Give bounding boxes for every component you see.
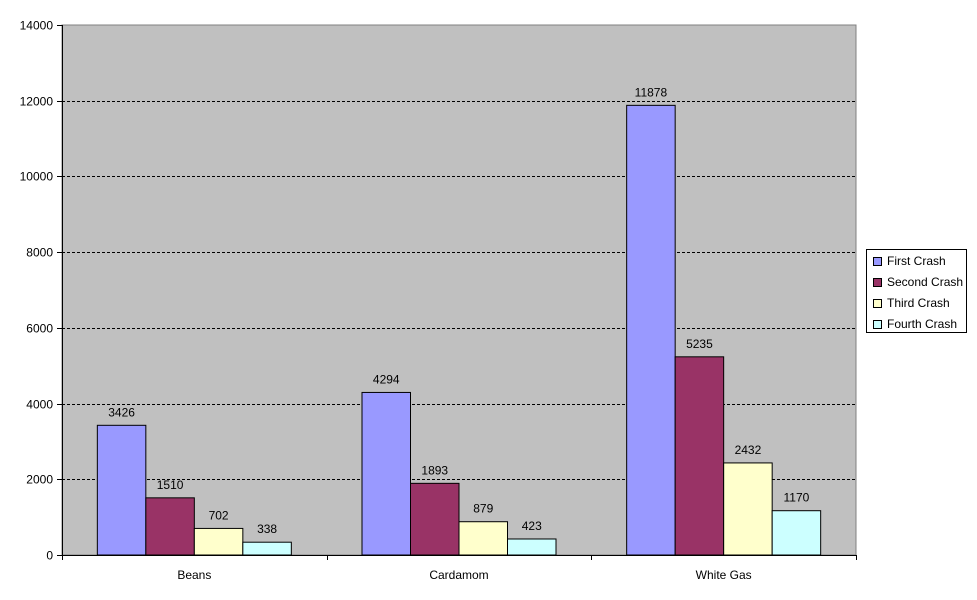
data-labels: 3426 1510 702 338 4294 1893 879 423 11878 5235 243… xyxy=(108,85,809,536)
legend-swatch xyxy=(873,319,882,329)
x-tick-label: White Gas xyxy=(696,568,752,582)
x-tick-label: Beans xyxy=(177,568,211,582)
y-tick-label: 14000 xyxy=(20,19,54,33)
bar xyxy=(507,538,557,556)
bar xyxy=(193,527,244,556)
bar xyxy=(771,510,822,556)
bar xyxy=(410,482,460,556)
x-axis: Beans Cardamom White Gas xyxy=(62,555,857,582)
data-label: 423 xyxy=(522,519,542,533)
data-label: 5235 xyxy=(686,337,713,351)
legend-label: First Crash xyxy=(887,254,946,268)
y-tick-label: 0 xyxy=(46,549,53,563)
legend-swatch xyxy=(873,298,882,308)
legend-label: Fourth Crash xyxy=(887,317,958,331)
data-label: 1170 xyxy=(784,491,810,505)
data-label: 3426 xyxy=(108,405,135,419)
y-tick-label: 10000 xyxy=(20,170,54,184)
data-label: 338 xyxy=(257,522,277,536)
data-label: 11878 xyxy=(635,85,668,99)
legend-swatch xyxy=(873,256,882,266)
bar xyxy=(145,497,195,556)
data-label: 1510 xyxy=(157,478,184,492)
y-tick-label: 12000 xyxy=(20,95,54,109)
legend-item-first-crash: First Crash xyxy=(873,254,946,268)
y-tick-label: 8000 xyxy=(26,246,53,260)
legend-item-third-crash: Third Crash xyxy=(873,296,950,310)
bar xyxy=(96,424,147,556)
bar xyxy=(361,391,411,556)
bar xyxy=(626,104,676,556)
y-tick-label: 2000 xyxy=(26,473,53,487)
legend-item-second-crash: Second Crash xyxy=(873,275,963,289)
data-label: 4294 xyxy=(373,372,400,386)
bar xyxy=(458,521,508,556)
data-label: 1893 xyxy=(421,463,448,477)
bar xyxy=(674,356,725,556)
legend: First Crash Second Crash Third Crash Fou… xyxy=(866,249,967,333)
bar xyxy=(242,541,292,556)
y-axis: 0 2000 4000 6000 8000 10000 12000 14000 xyxy=(20,19,63,563)
legend-item-fourth-crash: Fourth Crash xyxy=(873,317,957,331)
data-label: 879 xyxy=(473,502,493,516)
data-label: 702 xyxy=(209,508,229,522)
legend-label: Second Crash xyxy=(887,275,964,289)
legend-label: Third Crash xyxy=(887,296,950,310)
y-tick-label: 6000 xyxy=(26,322,53,336)
y-tick-label: 4000 xyxy=(26,398,53,412)
bars xyxy=(96,104,822,556)
legend-swatch xyxy=(873,277,882,287)
bar xyxy=(723,462,773,556)
x-tick-label: Cardamom xyxy=(429,568,488,582)
data-label: 2432 xyxy=(735,443,762,457)
